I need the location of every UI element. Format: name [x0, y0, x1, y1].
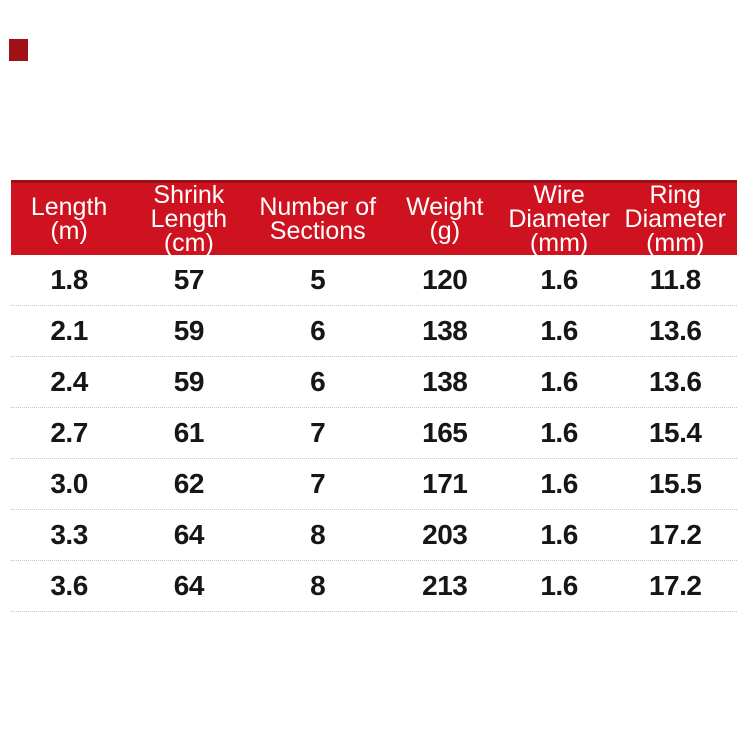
- cell-shrink-length: 59: [173, 366, 205, 397]
- cell-ring-diameter: 13.6: [648, 366, 702, 397]
- cell-shrink-length: 59: [173, 315, 205, 346]
- cell-sections: 5: [310, 264, 326, 295]
- cell-wire-diameter: 1.6: [540, 264, 578, 295]
- header-line: Ring: [649, 181, 701, 209]
- cell-length: 2.1: [50, 315, 88, 346]
- cell-wire-diameter: 1.6: [540, 570, 578, 601]
- cell-shrink-length: 64: [173, 519, 205, 550]
- cell-ring-diameter: 13.6: [648, 315, 702, 346]
- cell-weight: 138: [422, 315, 468, 346]
- cell-wire-diameter: 1.6: [540, 519, 578, 550]
- header-line: Diameter: [508, 205, 610, 233]
- cell-ring-diameter: 17.2: [648, 519, 702, 550]
- cell-weight: 165: [422, 417, 468, 448]
- cell-length: 1.8: [50, 264, 88, 295]
- header-line: Weight: [406, 193, 484, 221]
- cell-sections: 6: [310, 366, 326, 397]
- cell-sections: 6: [310, 315, 326, 346]
- table-row: 1.8 57 5 120 1.6 11.8: [11, 255, 737, 306]
- cell-weight: 120: [422, 264, 468, 295]
- table-row: 3.3 64 8 203 1.6 17.2: [11, 510, 737, 561]
- table-row: 2.7 61 7 165 1.6 15.4: [11, 408, 737, 459]
- header-line: Length: [150, 205, 228, 233]
- header-line: (mm): [529, 229, 589, 257]
- header-line: Number of: [259, 193, 377, 221]
- cell-length: 3.0: [50, 468, 88, 499]
- table-row: 3.0 62 7 171 1.6 15.5: [11, 459, 737, 510]
- cell-ring-diameter: 15.5: [648, 468, 702, 499]
- header-line: (cm): [163, 229, 214, 257]
- cell-shrink-length: 61: [173, 417, 205, 448]
- cell-length: 2.4: [50, 366, 88, 397]
- header-line: Wire: [533, 181, 585, 209]
- cell-ring-diameter: 17.2: [648, 570, 702, 601]
- cell-ring-diameter: 11.8: [649, 264, 701, 295]
- cell-weight: 213: [422, 570, 468, 601]
- column-header-weight: Weight (g): [385, 183, 505, 255]
- cell-sections: 8: [310, 570, 326, 601]
- header-line: Sections: [269, 217, 366, 245]
- cell-sections: 8: [310, 519, 326, 550]
- table-row: 2.4 59 6 138 1.6 13.6: [11, 357, 737, 408]
- cell-shrink-length: 64: [173, 570, 205, 601]
- cell-sections: 7: [310, 417, 326, 448]
- cell-weight: 171: [422, 468, 468, 499]
- red-corner-mark: [9, 39, 28, 61]
- cell-wire-diameter: 1.6: [540, 468, 578, 499]
- cell-weight: 138: [422, 366, 468, 397]
- cell-length: 2.7: [50, 417, 88, 448]
- header-line: Shrink: [153, 181, 225, 209]
- spec-table: Length (m) Shrink Length (cm) Number of …: [11, 180, 737, 612]
- cell-sections: 7: [310, 468, 326, 499]
- table-row: 2.1 59 6 138 1.6 13.6: [11, 306, 737, 357]
- cell-wire-diameter: 1.6: [540, 417, 578, 448]
- column-header-number-of-sections: Number of Sections: [251, 183, 385, 255]
- cell-wire-diameter: 1.6: [540, 315, 578, 346]
- header-line: (m): [50, 217, 88, 245]
- cell-wire-diameter: 1.6: [540, 366, 578, 397]
- column-header-shrink-length: Shrink Length (cm): [127, 181, 250, 257]
- column-header-wire-diameter: Wire Diameter (mm): [505, 181, 614, 257]
- cell-ring-diameter: 15.4: [648, 417, 702, 448]
- table-row: 3.6 64 8 213 1.6 17.2: [11, 561, 737, 612]
- cell-weight: 203: [422, 519, 468, 550]
- cell-length: 3.3: [50, 519, 88, 550]
- header-line: Length: [30, 193, 108, 221]
- header-line: (g): [429, 217, 461, 245]
- cell-shrink-length: 62: [173, 468, 205, 499]
- column-header-length: Length (m): [11, 183, 127, 255]
- table-body: 1.8 57 5 120 1.6 11.8 2.1 59 6 138 1.6 1…: [11, 255, 737, 612]
- table-header-row: Length (m) Shrink Length (cm) Number of …: [11, 180, 737, 257]
- cell-shrink-length: 57: [173, 264, 205, 295]
- header-line: Diameter: [624, 205, 726, 233]
- cell-length: 3.6: [50, 570, 88, 601]
- header-line: (mm): [646, 229, 705, 257]
- column-header-ring-diameter: Ring Diameter (mm): [614, 181, 737, 257]
